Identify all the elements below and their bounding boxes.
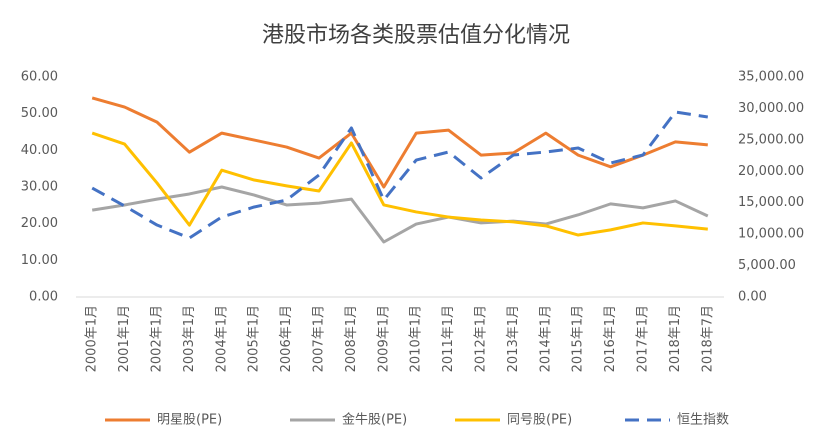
y-tick-label: 30.00 (21, 180, 58, 195)
x-tick-label: 2008年1月 (344, 305, 359, 372)
y-tick-label: 0.00 (29, 290, 58, 305)
y2-tick-label: 30,000.00 (738, 101, 804, 116)
legend-label: 明星股(PE) (157, 413, 222, 428)
x-tick-label: 2016年1月 (603, 305, 618, 372)
series-line (91, 110, 709, 240)
y2-tick-label: 35,000.00 (738, 70, 804, 85)
legend-label: 恒生指数 (677, 413, 729, 428)
x-tick-label: 2009年1月 (376, 305, 391, 372)
y2-tick-label: 10,000.00 (738, 227, 804, 242)
x-tick-label: 2000年1月 (85, 305, 100, 372)
series-line (91, 131, 708, 237)
y-tick-label: 60.00 (21, 70, 58, 85)
y2-tick-label: 25,000.00 (738, 132, 804, 147)
x-tick-label: 2014年1月 (538, 305, 553, 372)
y-tick-label: 10.00 (21, 253, 58, 268)
x-tick-label: 2010年1月 (409, 305, 424, 372)
y-tick-label: 50.00 (21, 106, 58, 121)
y-tick-label: 40.00 (21, 143, 58, 158)
x-tick-label: 2012年1月 (474, 305, 489, 372)
x-tick-label: 2004年1月 (214, 305, 229, 372)
chart-title: 港股市场各类股票估值分化情况 (262, 23, 570, 48)
series-line (91, 96, 708, 189)
y2-tick-label: 5,000.00 (738, 258, 796, 273)
x-tick-label: 2013年1月 (506, 305, 521, 372)
x-tick-label: 2007年1月 (312, 305, 327, 372)
x-tick-label: 2011年1月 (441, 305, 456, 372)
y2-tick-label: 0.00 (738, 290, 767, 305)
series-line (91, 185, 709, 244)
x-tick-label: 2002年1月 (150, 305, 165, 372)
x-tick-label: 2015年1月 (571, 305, 586, 372)
x-tick-label: 2001年1月 (117, 305, 132, 372)
legend-label: 金牛股(PE) (342, 412, 407, 428)
x-tick-label: 2006年1月 (279, 305, 294, 372)
x-tick-label: 2017年1月 (636, 305, 651, 372)
y2-tick-label: 20,000.00 (738, 164, 804, 179)
x-tick-label: 2018年1月 (668, 305, 683, 372)
y-tick-label: 20.00 (21, 216, 58, 231)
legend-label: 同号股(PE) (507, 413, 572, 428)
x-tick-label: 2005年1月 (247, 305, 262, 372)
y2-tick-label: 15,000.00 (738, 195, 804, 210)
x-tick-label: 2003年1月 (182, 305, 197, 372)
x-tick-label: 2018年7月 (700, 305, 715, 372)
